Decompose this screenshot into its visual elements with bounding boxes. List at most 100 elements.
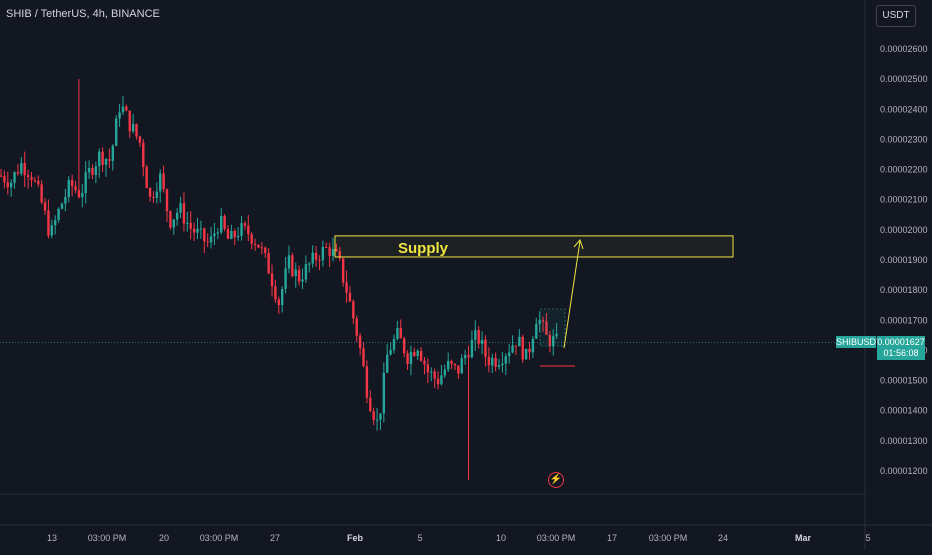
- candle-body: [277, 299, 281, 306]
- candle-body: [199, 228, 203, 230]
- candle-body: [165, 189, 169, 212]
- candle-body: [494, 357, 497, 367]
- candle-body: [94, 166, 98, 175]
- candle-body: [531, 338, 535, 353]
- candle-body: [0, 175, 3, 177]
- candle-body: [13, 172, 16, 183]
- candle-body: [182, 203, 186, 224]
- candle-body: [280, 288, 284, 306]
- candle-body: [524, 348, 528, 360]
- candle-body: [491, 357, 494, 366]
- candle-body: [260, 247, 264, 249]
- last-price-tag: 0.00001627 01:56:08: [877, 336, 925, 360]
- time-tick-label: 20: [159, 533, 169, 543]
- price-tick-label: 0.00002200: [880, 165, 928, 175]
- price-tick-label: 0.00001700: [880, 315, 928, 325]
- candle-body: [20, 162, 23, 174]
- candle-body: [81, 193, 84, 198]
- candle-body: [555, 333, 558, 337]
- candle-body: [125, 106, 128, 111]
- candle-body: [70, 180, 74, 187]
- candle-body: [50, 225, 54, 236]
- candle-body: [433, 371, 436, 379]
- time-tick-label: 13: [47, 533, 57, 543]
- time-tick-label: 17: [607, 533, 617, 543]
- currency-button[interactable]: USDT: [876, 5, 916, 27]
- projection-arrow-line: [563, 240, 581, 349]
- time-tick-label: 03:00 PM: [649, 533, 688, 543]
- candle-body: [328, 247, 331, 256]
- candle-body: [331, 248, 335, 256]
- candle-body: [142, 142, 145, 167]
- candle-body: [345, 282, 348, 293]
- chart-title: SHIB / TetherUS, 4h, BINANCE: [6, 8, 160, 20]
- lightning-icon[interactable]: ⚡: [548, 472, 564, 488]
- candle-body: [348, 292, 352, 302]
- candle-body: [189, 222, 192, 229]
- candle-body: [545, 321, 548, 335]
- candle-body: [23, 162, 26, 176]
- candle-body: [121, 106, 125, 113]
- candle-body: [443, 369, 447, 376]
- candle-body: [463, 355, 467, 359]
- candle-body: [40, 184, 43, 203]
- candle-body: [175, 212, 179, 220]
- time-tick-label: 10: [496, 533, 506, 543]
- candle-body: [162, 173, 165, 190]
- candle-body: [118, 112, 121, 119]
- candle-body: [314, 252, 318, 260]
- candle-body: [511, 345, 514, 353]
- time-tick-label: 03:00 PM: [200, 533, 239, 543]
- candle-body: [196, 228, 199, 233]
- time-tick-label: 5: [865, 533, 870, 543]
- candle-body: [389, 349, 392, 355]
- price-tick-label: 0.00001500: [880, 376, 928, 386]
- candle-body: [416, 350, 419, 356]
- candle-body: [216, 232, 220, 234]
- candle-body: [501, 363, 504, 366]
- candle-body: [447, 360, 450, 370]
- candle-body: [321, 246, 325, 261]
- candle-body: [386, 354, 389, 373]
- candle-body: [47, 210, 50, 236]
- candle-body: [436, 378, 440, 385]
- candle-body: [84, 172, 87, 194]
- price-tick-label: 0.00002600: [880, 44, 928, 54]
- candle-body: [409, 352, 413, 364]
- candle-body: [521, 336, 524, 360]
- candle-body: [213, 233, 216, 237]
- candle-body: [507, 352, 511, 357]
- candle-body: [192, 228, 196, 233]
- candle-body: [402, 338, 406, 354]
- candle-body: [453, 363, 457, 366]
- candle-body: [552, 336, 555, 347]
- time-tick-label: 03:00 PM: [537, 533, 576, 543]
- candle-body: [470, 339, 474, 358]
- candle-body: [484, 339, 487, 357]
- candle-body: [362, 348, 365, 367]
- candle-body: [474, 329, 477, 340]
- candle-body: [233, 230, 236, 238]
- candle-body: [128, 110, 131, 132]
- candle-body: [108, 159, 111, 161]
- candle-body: [60, 203, 64, 209]
- candle-body: [365, 366, 369, 398]
- bar-countdown: 01:56:08: [883, 348, 919, 358]
- symbol-tag: SHIBUSDT: [836, 336, 882, 348]
- candle-body: [247, 225, 250, 235]
- candle-body: [6, 182, 9, 188]
- candle-body: [220, 216, 223, 233]
- candle-body: [318, 259, 321, 261]
- candle-body: [308, 263, 311, 265]
- candle-body: [538, 320, 541, 324]
- candle-body: [114, 118, 118, 146]
- candle-body: [236, 235, 240, 238]
- candle-body: [77, 190, 81, 198]
- candle-body: [440, 375, 443, 385]
- candle-body: [64, 197, 67, 204]
- candle-body: [514, 345, 518, 347]
- candle-body: [33, 180, 37, 182]
- candle-body: [257, 244, 260, 248]
